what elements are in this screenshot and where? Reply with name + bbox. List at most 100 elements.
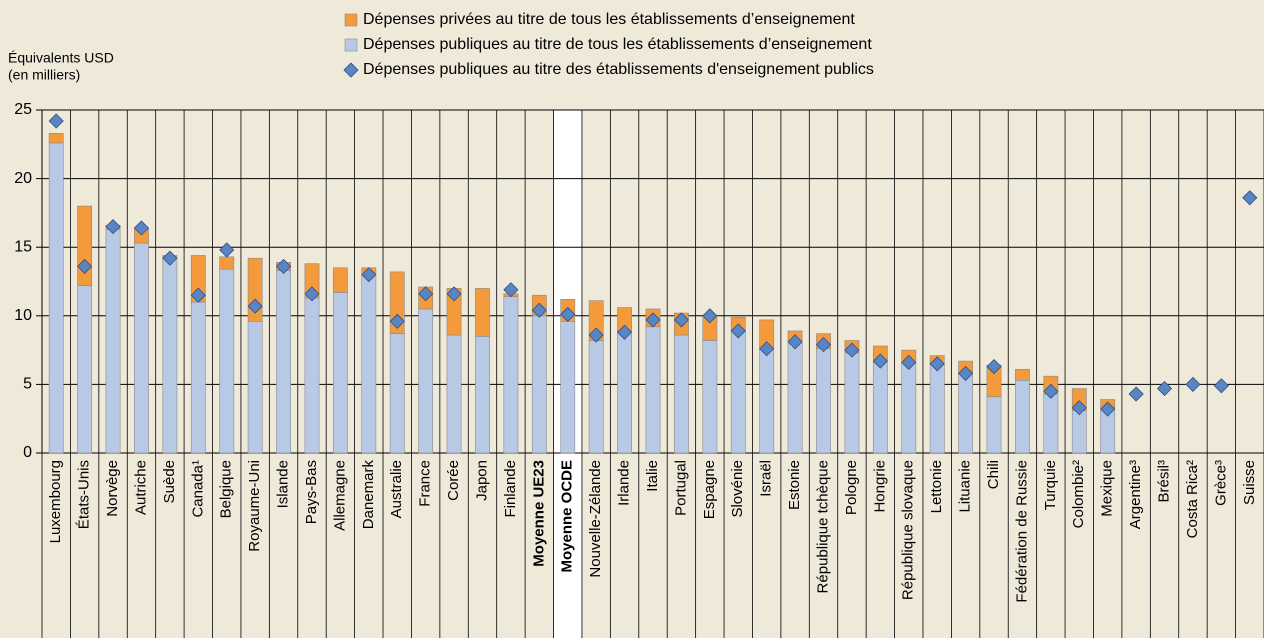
x-tick-label: Belgique [218,460,235,518]
diamond-marker [617,324,633,340]
bar [219,268,235,454]
bar [48,142,64,454]
diamond-marker [219,242,235,258]
diamond-marker [673,312,689,328]
bar [1015,379,1030,454]
bar [446,334,462,454]
bar [872,359,888,454]
bar [389,333,405,454]
x-tick-label: République slovaque [900,460,917,600]
legend-label: Dépenses publiques au titre des établiss… [363,61,874,78]
diamond-marker [105,219,121,235]
bar [986,396,1002,454]
diamond-marker [133,220,150,236]
diamond-marker [958,365,974,381]
diamond-marker [560,306,576,322]
bar [674,334,689,454]
x-tick-label: Royaume-Uni [246,460,263,552]
x-tick-label: Nouvelle-Zélande [587,460,604,578]
bar [958,371,974,454]
legend-marker [343,62,359,78]
diamond-marker [901,354,917,371]
x-tick-label: Turquie [1042,460,1059,510]
y-tick-label: 20 [14,170,32,187]
x-tick-label: Moyenne OCDE [559,460,576,573]
x-tick-label: Italie [644,460,661,492]
diamond-marker [759,341,775,357]
bar [48,133,64,144]
diamond-marker [1185,376,1201,392]
x-tick-label: Finlande [502,460,519,518]
diamond-marker [503,282,519,298]
bar [219,256,235,270]
x-tick-label: République tchèque [814,460,831,593]
bar [134,242,149,454]
bar [1071,410,1087,454]
x-tick-label: Mexique [1099,460,1116,517]
bar [475,288,490,337]
x-tick-label: Allemagne [331,460,348,531]
x-tick-label: Fédération de Russie [1013,460,1030,603]
x-tick-label: Danemark [360,460,377,530]
y-tick-label: 15 [14,238,32,255]
bar [503,296,519,454]
diamond-marker [1242,190,1258,206]
x-tick-label: Canada¹ [189,460,206,518]
bar [77,285,93,454]
bar [702,340,718,454]
y-tick-label: 25 [14,101,32,118]
x-tick-label: Irlande [616,460,633,506]
x-tick-label: France [417,460,434,507]
bar [588,340,604,454]
x-tick-label: Hongrie [871,460,888,513]
bar [759,348,775,454]
diamond-marker [986,358,1002,375]
x-tick-label: Lituanie [957,460,974,513]
diamond-marker [531,302,547,318]
diamond-marker [844,342,860,358]
x-tick-label: Norvège [104,460,121,517]
bar [1015,369,1030,381]
bar [361,274,377,454]
x-tick-label: Japon [473,460,490,501]
diamond-marker [1156,380,1173,397]
bar [190,301,206,454]
diamond-marker [1128,386,1144,402]
y-tick-label: 10 [14,307,32,324]
bar [929,363,945,454]
x-tick-label: Estonie [786,460,803,510]
diamond-marker [275,258,292,274]
diamond-marker [872,353,888,369]
x-tick-label: Corée [445,460,462,501]
x-tick-label: Portugal [672,460,689,516]
x-tick-label: Chili [985,460,1002,489]
bar [276,270,291,454]
bar [162,257,178,454]
bar [531,315,547,454]
diamond-marker [446,286,462,302]
diamond-marker [361,267,377,283]
bar [645,326,661,454]
diamond-marker [1100,401,1116,417]
x-tick-label: Pologne [843,460,860,515]
diamond-marker [304,286,320,302]
diamond-marker [77,258,93,274]
x-tick-label: Lettonie [928,460,945,513]
diamond-marker [702,308,718,324]
legend-label: Dépenses publiques au titre de tous les … [363,36,872,53]
diamond-marker [588,327,604,343]
x-tick-label: États-Unis [76,460,93,529]
bar [617,330,632,454]
x-tick-label: Israël [758,460,775,497]
bar [332,292,348,454]
y-axis-label: Équivalents USD [8,50,114,66]
legend-swatch [344,13,358,27]
bar [332,267,348,293]
bar [730,329,746,454]
x-tick-label: Pays-Bas [303,460,320,524]
y-tick-label: 5 [23,376,32,393]
bar [304,297,320,454]
diamond-marker [162,250,178,266]
bar [844,352,860,454]
x-tick-label: Argentine³ [1127,460,1144,529]
